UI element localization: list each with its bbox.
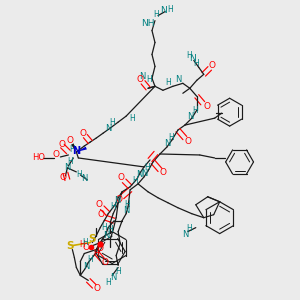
Text: H: H	[68, 158, 73, 166]
Text: O: O	[80, 129, 87, 138]
Text: O: O	[83, 243, 90, 252]
Text: HO: HO	[32, 154, 46, 163]
Text: N: N	[64, 164, 70, 172]
Text: H: H	[153, 10, 159, 19]
Text: H: H	[107, 225, 113, 234]
Text: H: H	[87, 255, 93, 264]
Polygon shape	[71, 143, 76, 152]
Text: H: H	[93, 249, 99, 258]
Text: O: O	[102, 258, 109, 267]
Text: N: N	[103, 231, 110, 240]
Text: NH: NH	[142, 19, 155, 28]
Text: O: O	[203, 102, 210, 111]
Text: N: N	[81, 174, 88, 183]
Text: S: S	[88, 234, 96, 244]
Text: O: O	[96, 200, 103, 209]
Text: N: N	[182, 230, 188, 239]
Text: O: O	[59, 140, 66, 148]
Text: O: O	[98, 210, 105, 219]
Text: N: N	[72, 146, 80, 156]
Text: O: O	[159, 168, 167, 177]
Polygon shape	[76, 147, 87, 152]
Text: O: O	[97, 244, 104, 253]
Text: N: N	[114, 196, 120, 205]
Text: H: H	[70, 146, 75, 154]
Text: H: H	[76, 170, 82, 179]
Text: S: S	[67, 241, 74, 250]
Text: N: N	[139, 72, 145, 81]
Text: O: O	[94, 284, 101, 293]
Text: N: N	[141, 169, 147, 178]
Text: O: O	[118, 173, 124, 182]
Text: H: H	[165, 78, 171, 87]
Text: H: H	[146, 75, 152, 84]
Text: N: N	[83, 262, 89, 271]
Text: O: O	[208, 61, 215, 70]
Text: N: N	[189, 54, 196, 63]
Text: H: H	[80, 240, 85, 249]
Text: H: H	[186, 51, 192, 60]
Text: N: N	[105, 124, 111, 133]
Text: H: H	[167, 5, 173, 14]
Text: O: O	[116, 195, 123, 204]
Text: H: H	[186, 224, 192, 233]
Text: N: N	[164, 139, 170, 148]
Text: N: N	[110, 273, 116, 282]
Text: H: H	[109, 118, 115, 127]
Text: O: O	[184, 136, 191, 146]
Text: H: H	[132, 176, 138, 185]
Text: H: H	[82, 238, 88, 247]
Text: H: H	[124, 200, 130, 209]
Text: H: H	[168, 133, 174, 142]
Text: H: H	[193, 59, 199, 68]
Text: N: N	[160, 6, 167, 15]
Text: O: O	[53, 151, 60, 160]
Text: H: H	[101, 223, 107, 232]
Text: O: O	[60, 173, 67, 182]
Text: H: H	[110, 202, 116, 211]
Text: N: N	[123, 206, 129, 215]
Text: O: O	[67, 136, 74, 145]
Text: N: N	[136, 170, 142, 179]
Text: H: H	[192, 106, 198, 115]
Text: H: H	[144, 164, 150, 172]
Text: H: H	[105, 278, 111, 287]
Text: N: N	[175, 75, 181, 84]
Text: H: H	[115, 267, 121, 276]
Text: O: O	[136, 75, 143, 84]
Text: N: N	[188, 112, 194, 121]
Text: H: H	[129, 114, 135, 123]
